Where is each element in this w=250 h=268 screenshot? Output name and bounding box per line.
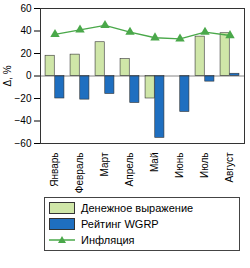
svg-text:Февраль: Февраль: [74, 153, 85, 194]
svg-text:20: 20: [20, 48, 32, 59]
svg-text:Январь: Январь: [49, 153, 60, 187]
svg-text:Август: Август: [224, 152, 235, 183]
svg-text:Июнь: Июнь: [174, 153, 185, 178]
svg-text:−60: −60: [15, 138, 32, 149]
svg-text:−20: −20: [15, 93, 32, 104]
html-text:Денежное выражение: Денежное выражение: [81, 202, 194, 214]
svg-text:0: 0: [26, 70, 32, 81]
html-text:Инфляция: Инфляция: [81, 234, 135, 246]
svg-text:Δ, %: Δ, %: [2, 65, 13, 86]
svg-text:60: 60: [20, 3, 32, 14]
svg-text:Май: Май: [149, 153, 160, 173]
html-text:Рейтинг WGRP: Рейтинг WGRP: [81, 218, 159, 230]
svg-text:Март: Март: [99, 152, 110, 176]
svg-text:Апрель: Апрель: [124, 153, 135, 187]
svg-text:Июль: Июль: [199, 153, 210, 179]
svg-text:−40: −40: [15, 115, 32, 126]
svg-text:40: 40: [20, 25, 32, 36]
